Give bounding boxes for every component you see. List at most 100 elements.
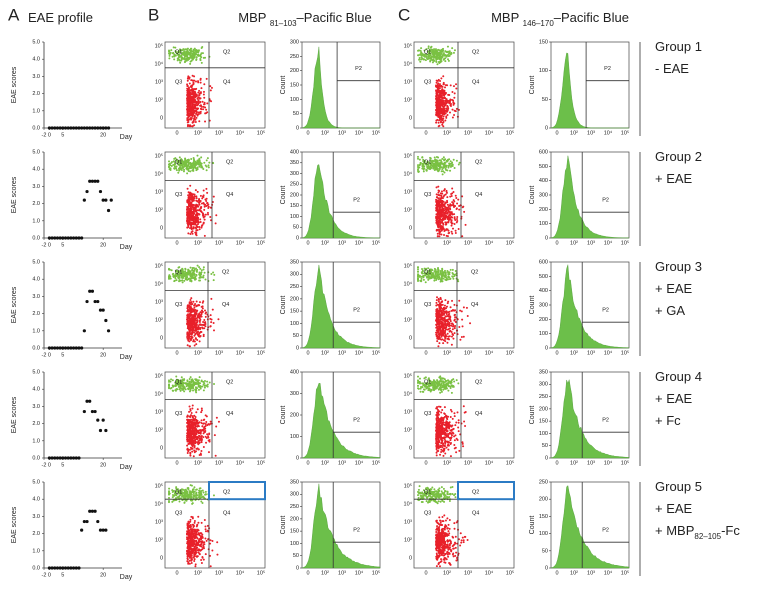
cell-event xyxy=(440,77,442,79)
quadrant-label: Q3 xyxy=(424,192,431,198)
x-tick-label: 10⁴ xyxy=(485,129,494,136)
cell-event xyxy=(196,269,198,271)
x-tick-label: 20 xyxy=(100,572,106,578)
data-point xyxy=(102,309,105,312)
cell-event xyxy=(172,390,174,392)
cell-event xyxy=(437,89,439,91)
cell-event xyxy=(444,299,446,301)
cell-event xyxy=(454,320,456,322)
x-tick-label: 10³ xyxy=(464,240,472,246)
cell-event xyxy=(201,435,203,437)
cell-event xyxy=(434,163,436,165)
cell-event xyxy=(442,201,444,203)
cell-event xyxy=(168,269,170,271)
y-tick-label: 600 xyxy=(539,149,548,155)
cell-event xyxy=(437,210,439,212)
cell-event xyxy=(196,383,198,385)
cell-event xyxy=(457,280,459,282)
cell-event xyxy=(444,204,446,206)
data-point xyxy=(94,410,97,413)
cell-event xyxy=(203,389,205,391)
cell-event xyxy=(194,388,196,390)
cell-event xyxy=(189,92,191,94)
x-tick-label: 10⁵ xyxy=(621,349,629,356)
cell-event xyxy=(439,338,441,340)
cell-event xyxy=(195,162,197,164)
quadrant-label: Q1 xyxy=(424,269,431,275)
cell-event xyxy=(454,167,456,169)
cell-event xyxy=(215,222,217,224)
cell-event xyxy=(211,87,213,89)
cell-event xyxy=(189,63,191,65)
x-tick-label: 10⁵ xyxy=(372,349,380,356)
cell-event xyxy=(443,190,445,192)
cell-event xyxy=(461,319,463,321)
cell-event xyxy=(436,321,438,323)
cell-event xyxy=(192,230,194,232)
cell-event xyxy=(204,278,206,280)
y-tick-label: 10⁵ xyxy=(404,152,412,159)
y-tick-label: 10³ xyxy=(155,299,163,305)
y-tick-label: 0 xyxy=(296,125,299,131)
x-tick-label: 10² xyxy=(321,240,329,246)
data-point xyxy=(96,180,99,183)
cell-event xyxy=(443,230,445,232)
y-tick-label: 3.0 xyxy=(32,74,40,80)
quadrant-label: Q2 xyxy=(223,49,230,55)
cell-event xyxy=(435,59,437,61)
cell-event xyxy=(193,75,195,77)
cell-event xyxy=(187,198,189,200)
cell-event xyxy=(193,317,195,319)
cell-event xyxy=(187,232,189,234)
cell-event xyxy=(442,342,444,344)
cell-event xyxy=(201,441,203,443)
cell-event xyxy=(436,99,438,101)
cell-event xyxy=(440,160,442,162)
cell-event xyxy=(194,217,196,219)
cell-event xyxy=(189,57,191,59)
data-point xyxy=(94,510,97,513)
cell-event xyxy=(187,306,189,308)
cell-event xyxy=(443,310,445,312)
y-tick-label: 300 xyxy=(290,39,299,45)
cell-event xyxy=(197,54,199,56)
cell-event xyxy=(170,388,172,390)
cell-event xyxy=(205,109,207,111)
cell-event xyxy=(195,448,197,450)
cell-event xyxy=(449,207,451,209)
cell-event xyxy=(191,277,193,279)
cell-event xyxy=(439,83,441,85)
cell-event xyxy=(442,122,444,124)
cell-event xyxy=(191,88,193,90)
cell-event xyxy=(186,90,188,92)
cell-event xyxy=(446,270,448,272)
data-point xyxy=(96,419,99,422)
cell-event xyxy=(190,158,192,160)
cell-event xyxy=(447,278,449,280)
x-tick-label: 0 xyxy=(306,130,309,136)
cell-event xyxy=(434,167,436,169)
cell-event xyxy=(198,204,200,206)
cell-event xyxy=(443,82,445,84)
cell-event xyxy=(444,338,446,340)
cell-event xyxy=(192,170,194,172)
cell-event xyxy=(192,206,194,208)
cell-event xyxy=(195,227,197,229)
x-tick-label: 20 xyxy=(100,462,106,468)
x-tick-label: 0 xyxy=(175,240,178,246)
cell-event xyxy=(449,335,451,337)
quadrant-label: Q4 xyxy=(475,192,482,198)
data-point xyxy=(107,209,110,212)
cell-event xyxy=(440,297,442,299)
x-tick-label: 0 xyxy=(48,242,51,248)
cell-event xyxy=(208,432,210,434)
y-tick-label: 3.0 xyxy=(32,404,40,410)
y-tick-label: 2.0 xyxy=(32,531,40,537)
cell-event xyxy=(456,160,458,162)
data-point xyxy=(104,319,107,322)
cell-event xyxy=(191,228,193,230)
cell-event xyxy=(191,319,193,321)
cell-event xyxy=(189,109,191,111)
cell-event xyxy=(448,315,450,317)
x-tick-label: 10⁵ xyxy=(506,129,514,136)
